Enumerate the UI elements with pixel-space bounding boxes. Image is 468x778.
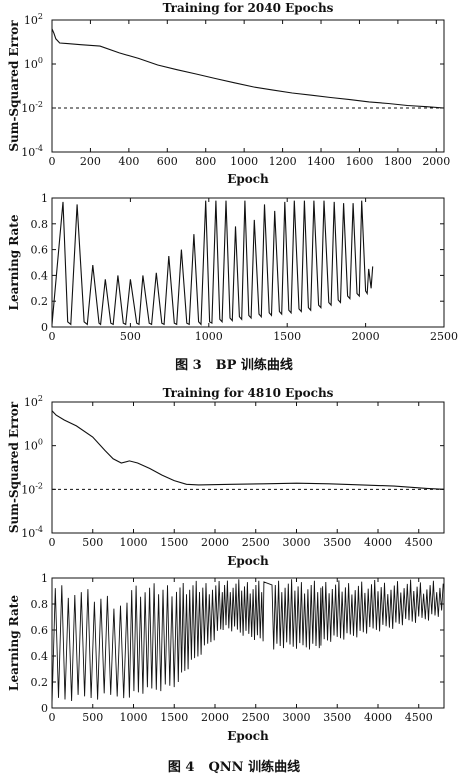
x-tick-label: 600 <box>157 155 178 168</box>
x-tick-label: 400 <box>118 155 139 168</box>
x-tick-label: 1000 <box>230 155 258 168</box>
x-tick-label: 3000 <box>282 536 310 549</box>
x-tick-label: 500 <box>82 536 103 549</box>
y-axis-label: Sum-Squared Error <box>7 20 21 152</box>
y-tick-label: 0.6 <box>31 244 49 257</box>
figure-caption-text: BP 训练曲线 <box>216 357 293 373</box>
plot-frame <box>51 19 445 153</box>
y-tick-label: 0.6 <box>31 624 49 637</box>
y-tick-label: 0.4 <box>31 650 49 663</box>
x-tick-label: 3500 <box>323 536 351 549</box>
y-tick-label: 0.2 <box>31 295 49 308</box>
y-tick-label: 10-4 <box>21 144 43 159</box>
y-axis-label: Learning Rate <box>7 214 21 310</box>
y-tick-label: 1 <box>41 192 48 205</box>
x-tick-label: 2500 <box>430 330 458 343</box>
x-tick-label: 2000 <box>422 155 450 168</box>
y-tick-label: 0.8 <box>31 598 49 611</box>
x-tick-label: 800 <box>195 155 216 168</box>
figure-4-caption: 图 4 QNN 训练曲线 <box>168 759 300 775</box>
y-tick-label: 1 <box>41 572 48 585</box>
x-tick-label: 2000 <box>201 711 229 724</box>
figure-3-caption: 图 3 BP 训练曲线 <box>175 357 293 373</box>
x-tick-label: 2500 <box>242 711 270 724</box>
y-tick-label: 0 <box>41 702 48 715</box>
x-tick-label: 1200 <box>269 155 297 168</box>
x-tick-label: 0 <box>49 711 56 724</box>
x-tick-label: 1800 <box>384 155 412 168</box>
x-tick-label: 4500 <box>405 536 433 549</box>
y-tick-label: 10-2 <box>21 100 43 115</box>
x-tick-label: 0 <box>49 330 56 343</box>
y-tick-label: 102 <box>24 394 43 409</box>
figure-caption-text: QNN 训练曲线 <box>208 759 300 775</box>
y-axis-label: Learning Rate <box>7 595 21 691</box>
x-axis-label: Epoch <box>227 172 269 186</box>
figure-number: 图 4 <box>168 760 195 775</box>
x-tick-label: 1500 <box>160 536 188 549</box>
x-axis-label: Epoch <box>227 554 269 568</box>
x-axis-label: Epoch <box>227 729 269 743</box>
y-axis-label: Sum-Squared Error <box>7 401 21 533</box>
chart-title: Training for 4810 Epochs <box>163 386 334 400</box>
x-tick-label: 4000 <box>364 711 392 724</box>
x-tick-label: 3500 <box>323 711 351 724</box>
x-tick-label: 500 <box>82 711 103 724</box>
y-tick-label: 0 <box>41 321 48 334</box>
x-tick-label: 1400 <box>307 155 335 168</box>
y-tick-label: 10-2 <box>21 481 43 496</box>
x-tick-label: 1000 <box>119 711 147 724</box>
series-line <box>51 410 445 490</box>
series-line <box>51 200 374 326</box>
y-tick-label: 100 <box>24 438 43 453</box>
series-line <box>51 28 445 109</box>
y-tick-label: 10-4 <box>21 525 43 540</box>
x-tick-label: 3000 <box>282 711 310 724</box>
x-tick-label: 1600 <box>345 155 373 168</box>
x-tick-label: 2500 <box>242 536 270 549</box>
chart-title: Training for 2040 Epochs <box>163 1 334 15</box>
series-line <box>51 579 444 705</box>
y-tick-label: 102 <box>24 12 43 27</box>
x-tick-label: 200 <box>80 155 101 168</box>
x-tick-label: 2000 <box>352 330 380 343</box>
bp-learning-rate-plot: 0 500 1000 1500 2000 2500 0 0.2 0.4 0.6 0.8 1 Learni… <box>7 192 458 343</box>
x-tick-label: 2000 <box>201 536 229 549</box>
plot-frame <box>51 577 445 709</box>
qnn-learning-rate-plot: 0 500 1000 1500 2000 2500 3000 3500 4000 4500 0 0.2… <box>7 572 445 743</box>
y-tick-label: 0.8 <box>31 218 49 231</box>
x-tick-label: 1500 <box>273 330 301 343</box>
x-tick-label: 1500 <box>160 711 188 724</box>
x-tick-label: 0 <box>49 536 56 549</box>
x-tick-label: 500 <box>120 330 141 343</box>
x-tick-label: 1000 <box>195 330 223 343</box>
y-tick-label: 0.4 <box>31 269 49 282</box>
x-tick-label: 4000 <box>364 536 392 549</box>
plot-frame <box>51 197 445 328</box>
qnn-error-plot: 0 500 1000 1500 2000 2500 3000 3500 4000 4500 102 1… <box>7 386 445 568</box>
bp-error-plot: 0 200 400 600 800 1000 1200 1400 1600 1800 2000 102… <box>7 1 450 186</box>
y-tick-label: 0.2 <box>31 676 49 689</box>
figure-number: 图 3 <box>175 358 202 373</box>
x-tick-label: 1000 <box>119 536 147 549</box>
x-tick-label: 0 <box>49 155 56 168</box>
y-tick-label: 100 <box>24 56 43 71</box>
x-tick-label: 4500 <box>405 711 433 724</box>
plot-frame <box>51 401 445 534</box>
